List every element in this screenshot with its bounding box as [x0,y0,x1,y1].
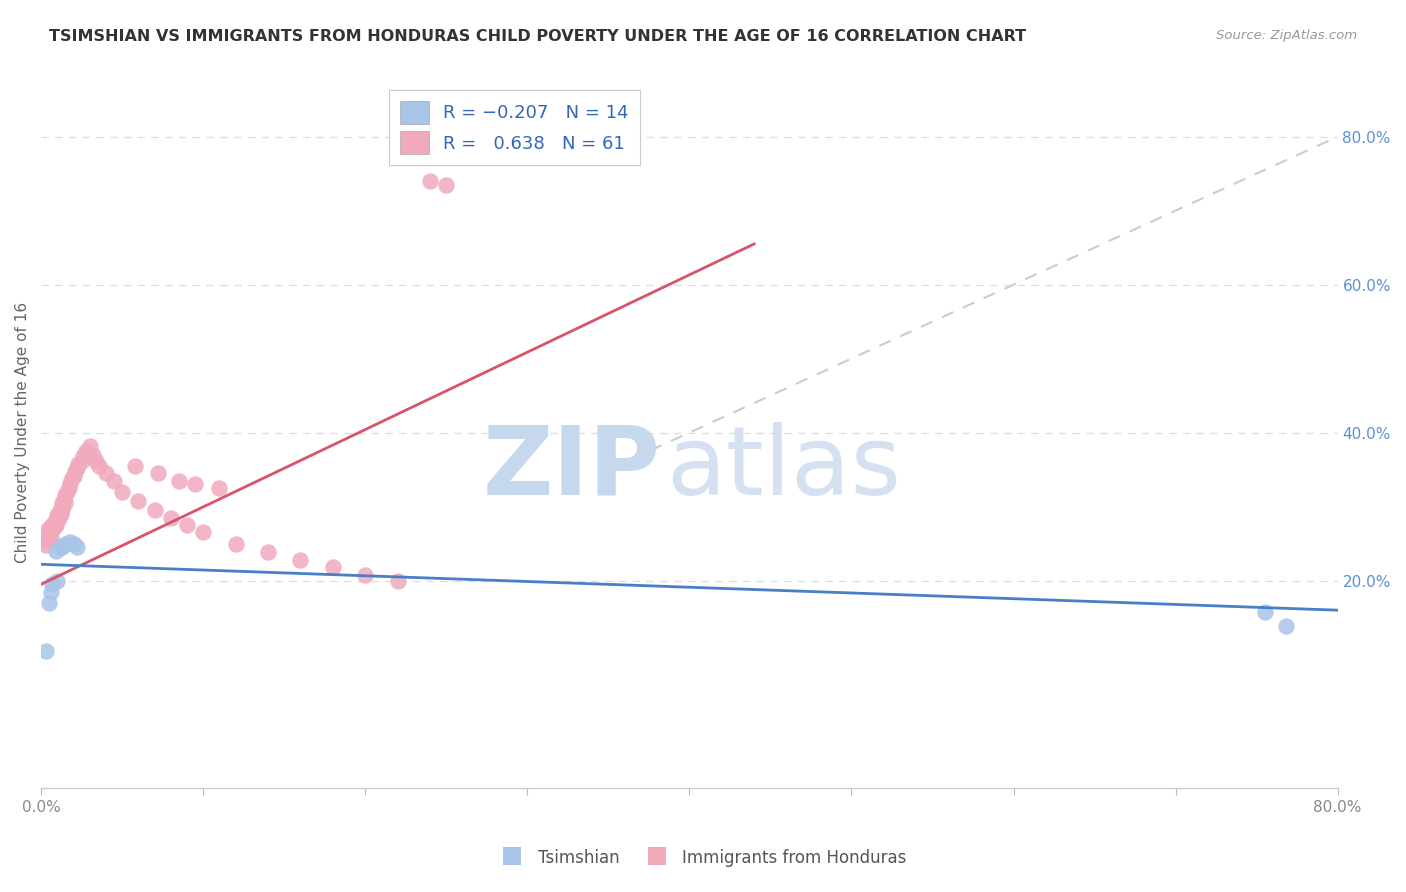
Point [45,544,67,558]
Point [208,481,231,495]
Point [62,468,84,483]
Point [49,507,72,521]
Point [55,496,77,510]
Point [34,533,56,547]
Point [111,484,134,499]
Point [159,510,181,524]
Point [66,541,89,555]
Point [146,467,169,481]
Point [66,461,89,475]
Point [45,513,67,527]
Y-axis label: Child Poverty Under the Age of 16: Child Poverty Under the Age of 16 [15,302,30,563]
Text: TSIMSHIAN VS IMMIGRANTS FROM HONDURAS CHILD POVERTY UNDER THE AGE OF 16 CORRELAT: TSIMSHIAN VS IMMIGRANTS FROM HONDURAS CH… [49,29,1026,44]
Point [37,529,59,543]
Point [143,503,166,517]
Point [434,178,457,192]
Point [39,584,62,599]
Point [124,458,146,473]
Point [46,515,69,529]
Point [67,457,90,471]
Point [322,560,344,574]
Point [38,533,60,547]
Point [59,475,82,490]
Point [58,481,80,495]
Point [225,536,247,550]
Point [41,518,63,533]
Point [49,501,72,516]
Point [72,450,94,464]
Point [35,644,58,658]
Point [257,545,280,559]
Point [419,174,441,188]
Point [1274,619,1296,633]
Point [51,496,73,510]
Point [60,471,83,485]
Point [41,523,63,537]
Point [48,510,70,524]
Point [127,493,149,508]
Point [94,467,117,481]
Point [70,453,93,467]
Text: atlas: atlas [666,422,901,515]
Point [52,492,75,507]
Point [38,525,60,540]
Point [38,596,60,610]
Point [35,538,58,552]
Point [63,464,86,478]
Point [42,520,65,534]
Point [103,474,125,488]
Point [45,518,67,533]
Legend: Tsimshian, Immigrants from Honduras: Tsimshian, Immigrants from Honduras [492,841,914,875]
Text: Source: ZipAtlas.com: Source: ZipAtlas.com [1216,29,1357,42]
Point [387,574,409,588]
Point [46,508,69,523]
Point [82,448,104,462]
Point [55,488,77,502]
Point [51,503,73,517]
Point [354,567,377,582]
Text: ZIP: ZIP [484,422,661,515]
Point [46,574,69,588]
Legend: R = −0.207   N = 14, R =   0.638   N = 61: R = −0.207 N = 14, R = 0.638 N = 61 [389,90,640,165]
Point [89,458,111,473]
Point [184,477,207,491]
Point [39,531,62,545]
Point [59,535,82,549]
Point [56,484,79,499]
Point [76,444,98,458]
Point [42,516,65,530]
Point [290,553,312,567]
Point [55,536,77,550]
Point [79,439,101,453]
Point [37,522,59,536]
Point [84,453,107,467]
Point [41,577,63,591]
Point [62,536,84,550]
Point [49,541,72,555]
Point [176,518,198,533]
Point [193,525,215,540]
Point [167,474,190,488]
Point [1254,605,1277,619]
Point [48,506,70,520]
Point [51,541,73,555]
Point [39,520,62,534]
